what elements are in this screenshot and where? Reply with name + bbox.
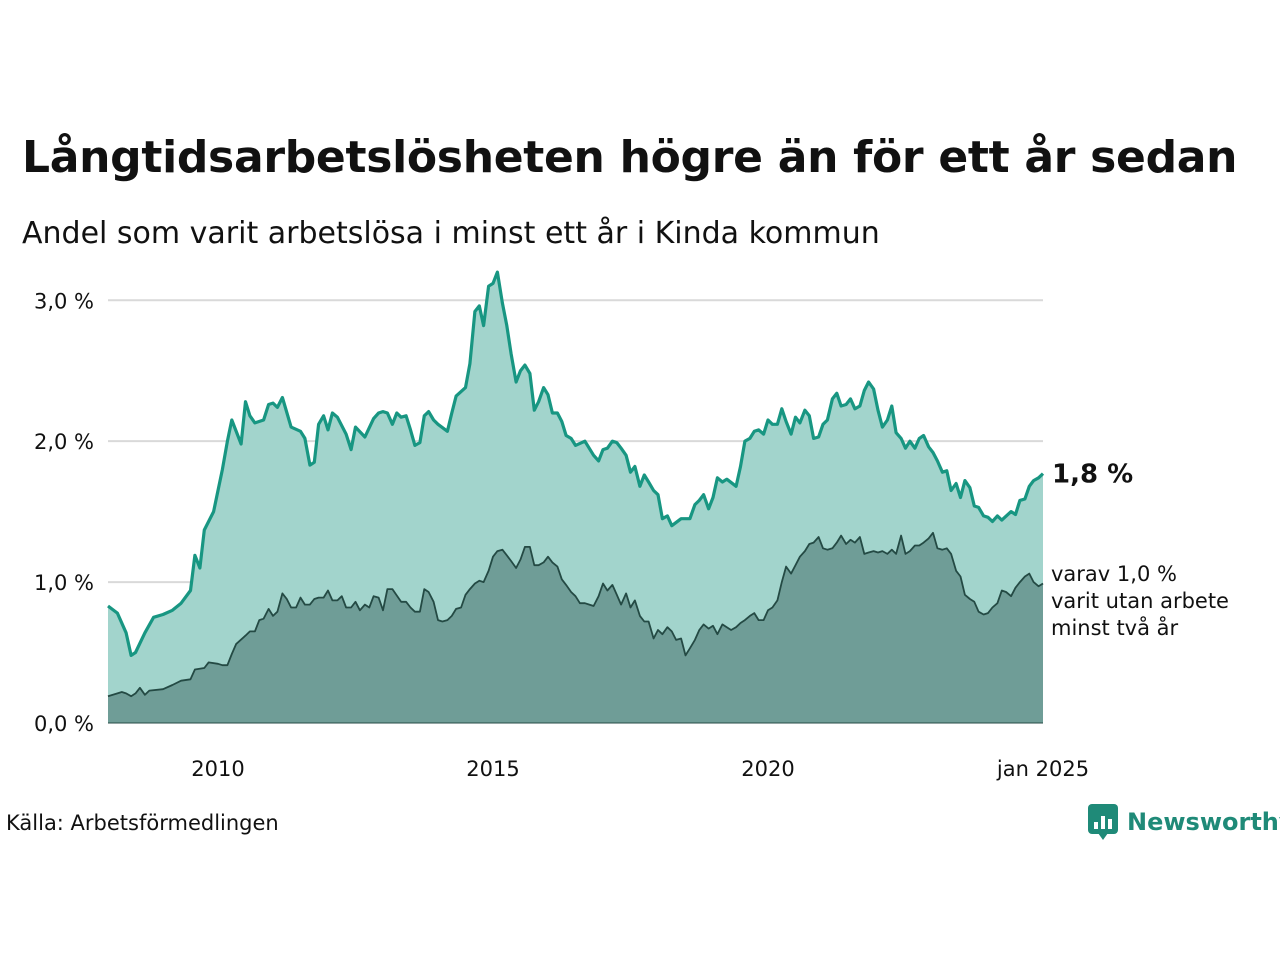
series-line-1 bbox=[107, 531, 1044, 698]
series-line-0 bbox=[107, 270, 1045, 657]
series-area-1 bbox=[108, 532, 1043, 723]
chart-title: Långtidsarbetslösheten högre än för ett … bbox=[22, 132, 1238, 183]
x-tick-label: jan 2025 bbox=[996, 757, 1089, 781]
x-tick-label: 2020 bbox=[741, 757, 794, 781]
series-total-end-label: 1,8 % bbox=[1052, 460, 1133, 490]
series-long-end-label-line: minst två år bbox=[1051, 615, 1179, 640]
chart-subtitle: Andel som varit arbetslösa i minst ett å… bbox=[22, 216, 880, 251]
source-note: Källa: Arbetsförmedlingen bbox=[6, 811, 279, 835]
x-tick-label: 2010 bbox=[191, 757, 244, 781]
chart-lines bbox=[107, 270, 1045, 724]
brand-name: Newsworthy bbox=[1127, 808, 1280, 836]
y-tick-label: 0,0 % bbox=[34, 712, 94, 736]
x-tick-label: 2015 bbox=[466, 757, 519, 781]
bar-chart-speech-bubble-icon bbox=[1088, 804, 1118, 840]
y-tick-label: 3,0 % bbox=[34, 289, 94, 313]
y-tick-label: 2,0 % bbox=[34, 430, 94, 454]
series-long-end-label-line: varav 1,0 % bbox=[1051, 562, 1177, 586]
brand-logo: Newsworthy bbox=[1088, 804, 1280, 840]
y-axis: 0,0 % 1,0 % 2,0 % 3,0 % bbox=[34, 289, 94, 736]
chart-areas bbox=[108, 272, 1043, 723]
series-long-end-label-line: varit utan arbete bbox=[1051, 589, 1229, 613]
y-tick-label: 1,0 % bbox=[34, 571, 94, 595]
x-axis: 2010 2015 2020 jan 2025 bbox=[191, 757, 1089, 781]
